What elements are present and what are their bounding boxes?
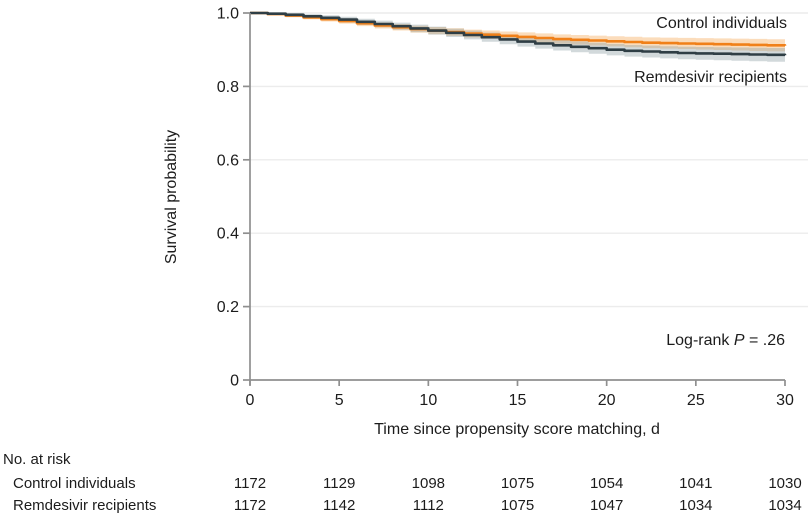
survival-curve-control: [250, 11, 787, 47]
risk-value: 1047: [590, 497, 623, 514]
risk-value: 1098: [412, 475, 445, 492]
risk-value: 1034: [679, 497, 712, 514]
risk-value: 1112: [413, 497, 444, 514]
x-tick-label: 10: [419, 392, 437, 409]
x-tick-label: 30: [776, 392, 794, 409]
x-tick-label: 0: [246, 392, 255, 409]
y-tick-label: 0.6: [217, 152, 239, 169]
risk-value: 1172: [234, 497, 266, 514]
risk-value: 1075: [501, 497, 534, 514]
risk-table-header: No. at risk: [3, 451, 71, 468]
y-tick-label: 0.2: [217, 299, 239, 316]
tick-labels: 0 0.2 0.4 0.6 0.8 1.0 0 5 10 15 20 25 30: [217, 6, 794, 410]
x-tick-label: 15: [509, 392, 527, 409]
risk-value: 1041: [679, 475, 712, 492]
y-tick-label: 1.0: [217, 6, 239, 23]
risk-value: 1030: [768, 475, 801, 492]
survival-curves: [250, 11, 787, 57]
risk-value: 1034: [768, 497, 801, 514]
log-rank-value: = .26: [745, 332, 786, 349]
axes: [243, 12, 786, 386]
risk-row-label-control: Control individuals: [13, 475, 136, 492]
log-rank-p-symbol: P: [734, 332, 745, 349]
control-curve-label: Control individuals: [656, 15, 787, 32]
remdesivir-curve-label: Remdesivir recipients: [634, 69, 787, 86]
y-tick-label: 0.4: [217, 226, 239, 243]
risk-table-values: 1172 1129 1098 1075 1054 1041 1030 1172 1142 1112…: [234, 475, 802, 514]
risk-value: 1129: [323, 475, 355, 492]
log-rank-prefix: Log-rank: [666, 332, 734, 349]
gridlines: [250, 12, 808, 308]
risk-value: 1075: [501, 475, 534, 492]
x-tick-label: 20: [598, 392, 616, 409]
x-tick-label: 5: [335, 392, 344, 409]
risk-row-label-remdesivir: Remdesivir recipients: [13, 497, 156, 514]
log-rank-annotation: Log-rank P = .26: [666, 332, 785, 349]
y-tick-label: 0: [230, 373, 239, 390]
risk-value: 1054: [590, 475, 623, 492]
risk-value: 1172: [234, 475, 266, 492]
risk-value: 1142: [323, 497, 355, 514]
survival-curve-remdesivir: [250, 11, 787, 57]
y-tick-label: 0.8: [217, 79, 239, 96]
x-axis-title: Time since propensity score matching, d: [374, 421, 660, 438]
x-tick-label: 25: [687, 392, 705, 409]
y-axis-title: Survival probability: [163, 130, 180, 264]
